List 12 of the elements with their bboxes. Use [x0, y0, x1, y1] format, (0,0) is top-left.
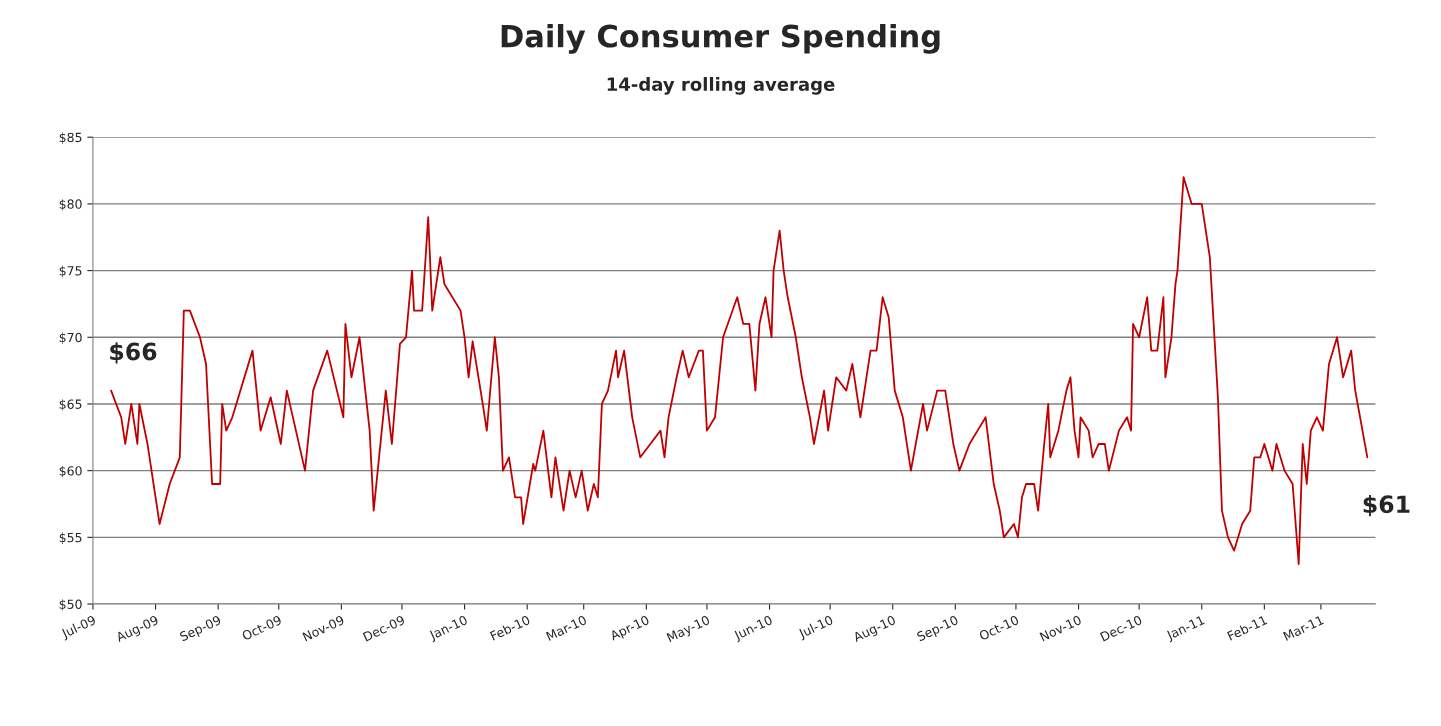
y-tick-label: $65 [59, 399, 82, 411]
chart-subtitle: 14-day rolling average [607, 77, 835, 95]
chart-title: Daily Consumer Spending [501, 23, 940, 54]
y-tick-label: $60 [59, 465, 82, 478]
y-tick-label: $55 [59, 532, 82, 544]
y-tick-label: $50 [59, 599, 82, 611]
y-tick-label: $85 [59, 132, 82, 144]
y-tick-label: $75 [59, 265, 82, 278]
annotation: $61 [1363, 494, 1410, 517]
annotation: $66 [110, 342, 157, 364]
y-tick-label: $80 [59, 199, 82, 211]
y-tick-label: $70 [59, 332, 82, 344]
